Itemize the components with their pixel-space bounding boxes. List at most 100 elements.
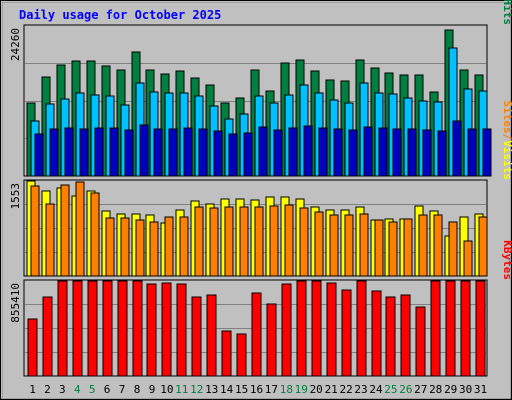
x-tick-label: 19 <box>295 383 308 396</box>
bar-sites-day-11 <box>179 216 189 277</box>
bar-sites-day-12 <box>194 206 204 277</box>
chart-panels: 24260 Pages/Files/Hits 1553 Sites/Visits 855… <box>9 0 512 377</box>
x-tick-label: 4 <box>74 383 81 396</box>
bar-pages-day-6 <box>109 127 119 177</box>
x-tick-label: 28 <box>429 383 442 396</box>
bar-kbytes-day-18 <box>281 283 292 377</box>
bar-pages-day-27 <box>422 129 432 177</box>
bar-sites-day-30 <box>463 240 473 277</box>
y-max-label: 24260 <box>9 28 22 61</box>
x-tick-label: 29 <box>444 383 457 396</box>
x-tick-label: 20 <box>310 383 323 396</box>
bar-pages-day-21 <box>333 128 343 177</box>
bar-kbytes-day-21 <box>326 282 337 377</box>
bar-kbytes-day-13 <box>206 294 217 377</box>
x-tick-label: 15 <box>235 383 248 396</box>
x-tick-label: 10 <box>160 383 173 396</box>
bar-sites-day-21 <box>329 214 339 277</box>
bar-sites-day-2 <box>45 203 55 277</box>
bar-pages-day-17 <box>273 129 283 177</box>
bar-kbytes-day-8 <box>132 280 143 377</box>
bar-kbytes-day-12 <box>191 296 202 377</box>
x-tick-label: 11 <box>175 383 188 396</box>
bar-sites-day-28 <box>433 214 443 277</box>
bar-pages-day-10 <box>168 128 178 177</box>
bar-pages-day-8 <box>139 124 149 177</box>
legend-entry: Hits <box>501 0 512 25</box>
x-tick-label: 23 <box>354 383 367 396</box>
series-sites <box>30 181 488 277</box>
bar-pages-day-24 <box>378 127 388 177</box>
x-tick-label: 5 <box>89 383 96 396</box>
bar-pages-day-25 <box>392 128 402 177</box>
bar-sites-day-25 <box>388 221 398 277</box>
bar-pages-day-23 <box>363 126 373 177</box>
bar-kbytes-day-23 <box>356 280 367 377</box>
bar-kbytes-day-5 <box>87 280 98 377</box>
bar-pages-day-13 <box>213 130 223 177</box>
bar-pages-day-28 <box>437 130 447 177</box>
x-tick-label: 6 <box>104 383 111 396</box>
y-max-label: 1553 <box>9 183 22 210</box>
x-tick-label: 7 <box>119 383 126 396</box>
panel-hits-files-pages: 24260 Pages/Files/Hits <box>9 0 512 177</box>
bar-sites-day-19 <box>299 207 309 277</box>
x-tick-label: 26 <box>399 383 412 396</box>
bar-kbytes-day-15 <box>236 333 247 377</box>
bar-pages-day-26 <box>407 128 417 177</box>
bar-kbytes-day-17 <box>266 303 277 377</box>
bar-kbytes-day-20 <box>311 280 322 377</box>
bar-sites-day-13 <box>209 207 219 277</box>
bar-pages-day-11 <box>183 127 193 177</box>
x-tick-label: 17 <box>265 383 278 396</box>
bar-kbytes-day-7 <box>117 280 128 377</box>
bar-sites-day-27 <box>418 214 428 277</box>
bar-sites-day-22 <box>344 214 354 277</box>
bar-sites-day-8 <box>135 219 145 277</box>
bar-pages-day-16 <box>258 126 268 177</box>
bar-kbytes-day-25 <box>385 296 396 377</box>
bar-kbytes-day-4 <box>72 280 83 377</box>
x-tick-label: 8 <box>134 383 141 396</box>
bar-kbytes-day-24 <box>371 290 382 377</box>
legend-entry: KBytes <box>501 240 512 280</box>
bar-pages-day-20 <box>318 127 328 177</box>
bar-kbytes-day-9 <box>146 283 157 377</box>
x-tick-label: 13 <box>205 383 218 396</box>
legend-entry: Visits <box>501 140 512 180</box>
series-kbytes <box>27 280 486 377</box>
bar-kbytes-day-3 <box>57 280 68 377</box>
x-tick-label: 2 <box>44 383 51 396</box>
legend-entry: Sites <box>501 101 512 134</box>
bar-pages-day-18 <box>288 127 298 177</box>
legend-kbytes: KBytes <box>501 240 512 280</box>
x-tick-label: 21 <box>325 383 338 396</box>
x-tick-label: 9 <box>149 383 156 396</box>
x-tick-label: 16 <box>250 383 263 396</box>
x-tick-label: 22 <box>339 383 352 396</box>
legend-hits-files-pages: Pages/Files/Hits <box>501 0 512 25</box>
bar-pages-day-22 <box>348 129 358 177</box>
bar-kbytes-day-22 <box>341 289 352 377</box>
bar-pages-day-7 <box>124 129 134 177</box>
bar-sites-day-31 <box>478 216 488 277</box>
bar-sites-day-16 <box>254 206 264 277</box>
bar-sites-day-3 <box>60 184 70 277</box>
bar-kbytes-day-14 <box>221 330 232 377</box>
bar-kbytes-day-1 <box>27 318 38 377</box>
x-tick-label: 25 <box>384 383 397 396</box>
x-tick-label: 27 <box>414 383 427 396</box>
x-tick-label: 1 <box>29 383 36 396</box>
bar-sites-day-10 <box>164 216 174 277</box>
x-tick-label: 31 <box>474 383 487 396</box>
legend-entry: / <box>501 134 512 141</box>
bar-pages-day-15 <box>243 132 253 177</box>
bar-pages-day-30 <box>467 128 477 177</box>
legend-visits-sites: Sites/Visits <box>501 101 512 181</box>
bar-pages-day-2 <box>49 128 59 177</box>
bar-kbytes-day-31 <box>475 280 486 377</box>
x-tick-label: 3 <box>59 383 66 396</box>
chart-title: Daily usage for October 2025 <box>19 8 221 22</box>
bar-sites-day-23 <box>359 213 369 277</box>
